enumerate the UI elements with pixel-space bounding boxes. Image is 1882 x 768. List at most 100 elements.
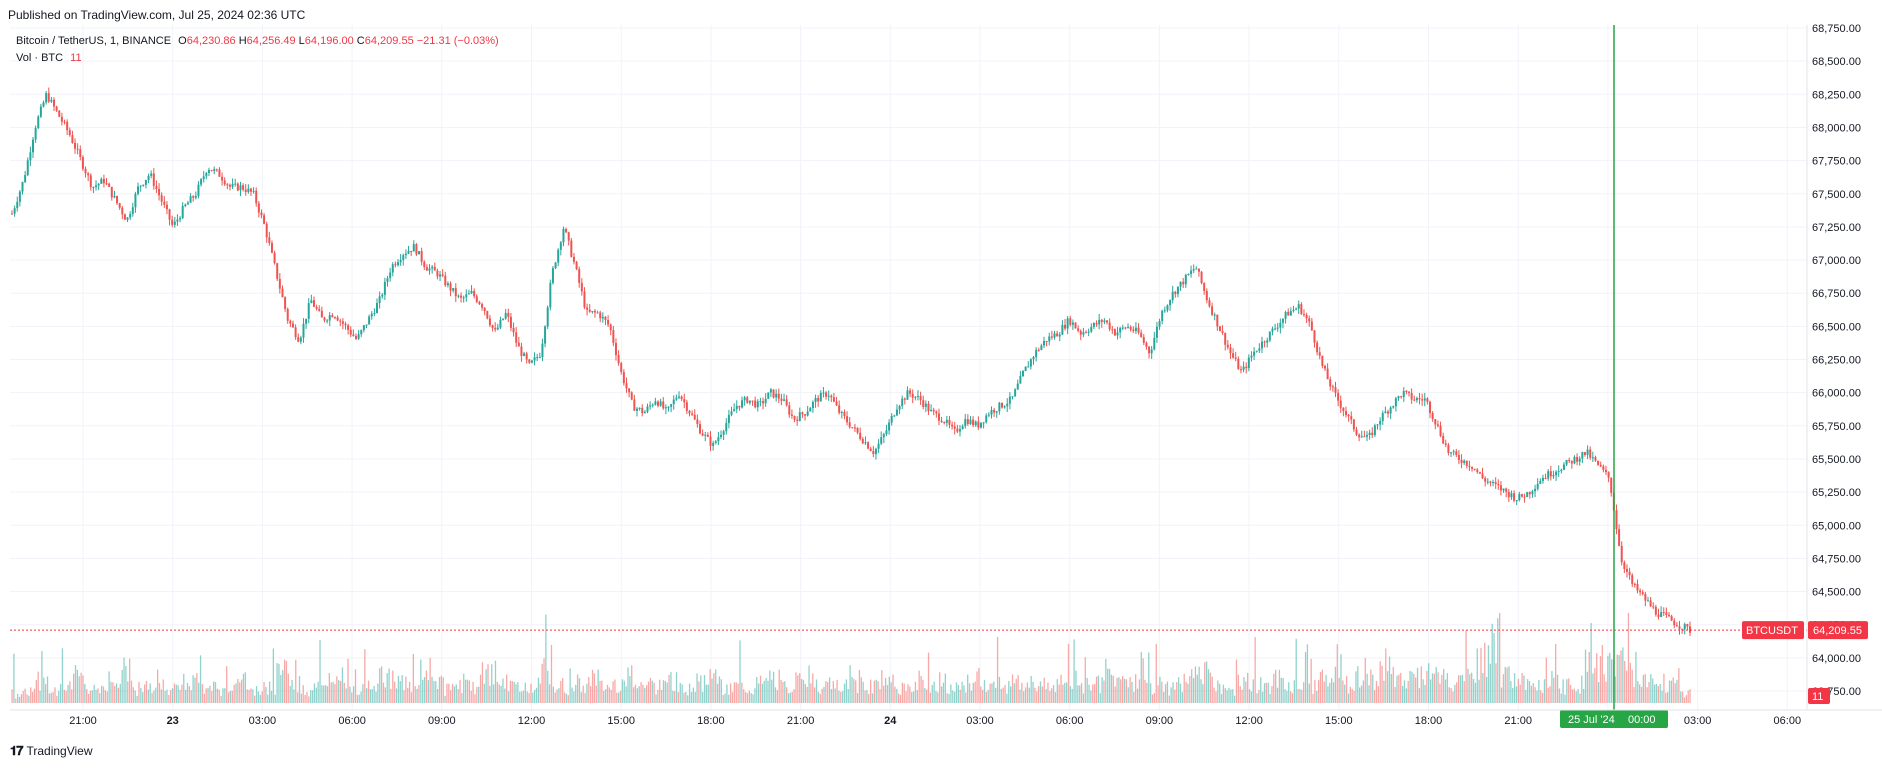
candle-body [1644, 594, 1647, 601]
volume-bar [907, 684, 909, 703]
candlesticks[interactable] [11, 87, 1691, 637]
volume-bar [145, 680, 148, 703]
volume-bar [130, 680, 133, 703]
candle-body [1323, 365, 1326, 369]
volume-bar [959, 689, 961, 703]
candle-body [439, 274, 442, 277]
candle-body [1276, 327, 1279, 329]
volume-bar [1164, 684, 1167, 703]
volume-bar [1159, 676, 1161, 703]
candle-body [714, 441, 717, 444]
candle-body [635, 408, 638, 411]
volume-bar [659, 679, 661, 703]
candle-body [360, 330, 363, 335]
volume-label[interactable]: Vol · BTC [16, 52, 64, 64]
candle-body [1045, 341, 1048, 343]
candle-body [517, 342, 520, 347]
symbol-label[interactable]: Bitcoin / TetherUS, 1, BINANCE [16, 35, 172, 47]
volume-bar [323, 685, 325, 703]
volume-bar [54, 687, 56, 703]
candle-body [1095, 323, 1098, 325]
volume-bar [1026, 682, 1029, 703]
footer-brand[interactable]: 𝟏𝟕 TradingView [10, 743, 93, 759]
volume-bar [1282, 677, 1284, 703]
volume-bar [360, 691, 362, 703]
volume-bar [1616, 654, 1618, 703]
candle-body [523, 353, 526, 356]
volume-bar [621, 679, 624, 703]
candle-body [58, 110, 61, 117]
volume-bar [884, 677, 887, 703]
candle-body [270, 243, 273, 253]
volume-bar [1079, 685, 1081, 703]
candle-body [567, 232, 570, 241]
volume-bar [1060, 674, 1062, 703]
volume-bar [1487, 645, 1490, 703]
volume-bar [989, 683, 991, 703]
volume-bar [1108, 668, 1111, 703]
candle-body [263, 215, 266, 224]
candle-body [1213, 314, 1216, 316]
candle-body [95, 185, 98, 188]
candle-body [712, 443, 715, 446]
candle-body [890, 415, 893, 423]
volume-bar [1597, 682, 1600, 703]
volume-bar [199, 655, 202, 703]
volume-bar [272, 648, 275, 703]
candle-body [92, 187, 95, 189]
volume-bar [52, 692, 54, 703]
volume-bar [1138, 679, 1141, 703]
volume-bar [252, 689, 254, 703]
volume-bar [963, 685, 965, 703]
volume-bar [211, 691, 213, 703]
volume-bar [351, 692, 353, 703]
volume-bar [1504, 666, 1506, 703]
volume-bar [1189, 676, 1191, 703]
volume-bar [832, 680, 834, 703]
volume-bar [1484, 642, 1486, 703]
candle-body [746, 397, 749, 403]
volume-bar [1549, 686, 1551, 703]
volume-bar [115, 683, 118, 703]
volume-bar [190, 690, 192, 703]
volume-bar [1536, 690, 1538, 703]
volume-bar [1680, 691, 1682, 703]
volume-bar [349, 686, 351, 703]
time-axis[interactable]: 21:00 23 03:00 06:00 09:00 12:00 15:00 18:00 21:… [69, 715, 1801, 727]
volume-bar [261, 691, 263, 703]
candle-body [370, 313, 373, 317]
candle-body [720, 434, 723, 438]
candle-body [378, 296, 381, 304]
volume-bar [1562, 679, 1564, 703]
candle-body [1326, 368, 1329, 380]
volume-bar [879, 689, 881, 703]
volume-bar [905, 691, 907, 703]
volume-bar [787, 693, 790, 703]
candle-body [869, 448, 872, 451]
volume-bar [1635, 651, 1637, 703]
candle-body [215, 169, 218, 171]
volume-bar [198, 682, 200, 703]
volume-bar [289, 686, 291, 703]
volume-bar [35, 679, 37, 703]
volume-bar [1609, 652, 1611, 703]
candle-body [1654, 606, 1657, 615]
candle-body [200, 179, 203, 185]
candle-body [717, 437, 720, 442]
candle-body [1224, 332, 1227, 345]
candle-body [1618, 529, 1621, 546]
candle-body [97, 183, 100, 186]
candle-body [1366, 434, 1369, 437]
volume-bar [1683, 697, 1686, 703]
volume-bar [974, 681, 976, 703]
volume-bar [1086, 677, 1088, 703]
candle-body [1211, 306, 1214, 315]
candle-body [911, 393, 914, 398]
price-axis[interactable]: 63,750.0064,000.0064,250.0064,500.0064,7… [1812, 23, 1861, 698]
volume-bar [408, 681, 411, 703]
candle-body [242, 185, 245, 190]
volume-bar [95, 689, 97, 703]
volume-bar [935, 690, 937, 703]
volume-bar [554, 692, 556, 703]
